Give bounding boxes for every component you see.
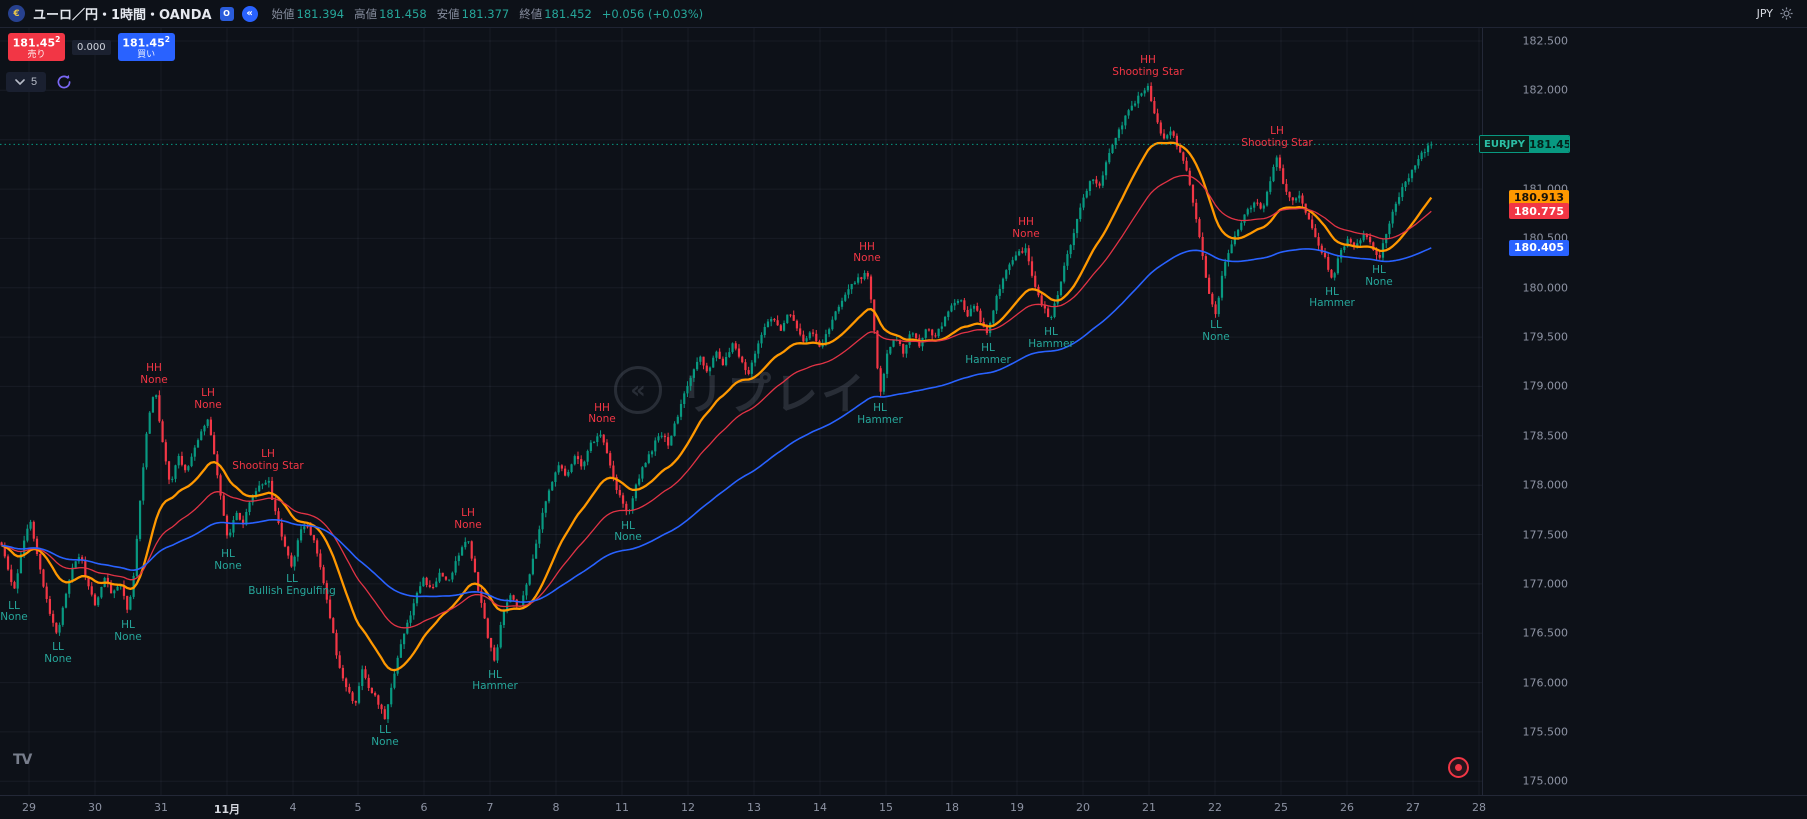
time-axis-label: 11月 xyxy=(213,803,241,816)
price-axis[interactable]: EURJPY 181.452 182.500182.000181.500181.… xyxy=(1479,0,1574,795)
price-tick-label: 178.500 xyxy=(1522,429,1569,443)
time-axis-label: 18 xyxy=(945,801,959,814)
price-tick-label: 182.500 xyxy=(1522,34,1569,48)
sell-price: 181.452 xyxy=(12,35,61,50)
chevron-down-icon xyxy=(15,79,25,85)
oanda-logo: O xyxy=(219,6,234,21)
price-tick-label: 177.000 xyxy=(1522,577,1569,591)
time-axis-label: 8 xyxy=(552,801,560,814)
time-axis-label: 11 xyxy=(615,801,629,814)
legend-collapse-button[interactable]: 5 xyxy=(6,72,47,92)
tradingview-logo[interactable]: TV xyxy=(13,752,32,768)
chart-canvas[interactable] xyxy=(0,0,1482,795)
close-readout: 終値 181.452 xyxy=(519,6,592,21)
time-axis-label: 29 xyxy=(22,801,36,814)
time-axis-label: 26 xyxy=(1340,801,1354,814)
price-tick-label: 182.000 xyxy=(1522,83,1569,97)
currency-toggle[interactable]: JPY xyxy=(1756,7,1773,20)
time-axis-label: 27 xyxy=(1406,801,1420,814)
time-axis-label: 19 xyxy=(1010,801,1024,814)
open-readout: 始値 181.394 xyxy=(271,6,345,21)
buy-label: 買い xyxy=(137,49,156,60)
gear-icon[interactable] xyxy=(1780,7,1793,20)
sell-label: 売り xyxy=(27,49,46,60)
time-axis-label: 30 xyxy=(88,801,102,814)
price-tick-label: 175.500 xyxy=(1522,725,1569,739)
time-axis-label: 5 xyxy=(354,801,362,814)
price-tick-label: 178.000 xyxy=(1522,478,1569,492)
symbol-icon: € xyxy=(8,5,25,22)
time-axis-label: 31 xyxy=(154,801,168,814)
ohlc-readout: 始値 181.394 高値 181.458 安値 181.377 終値 181.452 … xyxy=(272,6,704,22)
trade-panel: 181.452 売り 0.000 181.452 買い xyxy=(8,33,175,61)
ma-fast-price-badge: 180.913 xyxy=(1508,189,1569,206)
time-axis-label: 25 xyxy=(1274,801,1288,814)
low-readout: 安値 181.377 xyxy=(436,6,510,21)
legend-row: 5 xyxy=(6,72,72,92)
price-tick-label: 180.000 xyxy=(1522,281,1569,295)
time-axis-label: 4 xyxy=(289,801,297,814)
price-tick-label: 176.000 xyxy=(1522,676,1569,690)
time-axis-label: 20 xyxy=(1076,801,1090,814)
time-axis-label: 22 xyxy=(1208,801,1222,814)
legend-collapsed-count: 5 xyxy=(31,76,38,88)
time-axis-label: 15 xyxy=(879,801,893,814)
spread-value: 0.000 xyxy=(72,39,111,55)
replay-mode-icon: « xyxy=(241,5,258,22)
price-tick-label: 179.000 xyxy=(1522,379,1569,393)
price-tick-label: 179.500 xyxy=(1522,330,1569,344)
price-tick-label: 175.000 xyxy=(1522,774,1569,788)
change-value: +0.056 (+0.03%) xyxy=(601,6,704,21)
time-axis-label: 12 xyxy=(681,801,695,814)
buy-button[interactable]: 181.452 買い xyxy=(117,33,175,61)
time-axis-label: 21 xyxy=(1142,801,1156,814)
price-tick-label: 177.500 xyxy=(1522,528,1569,541)
current-badge-price: 181.452 xyxy=(1528,136,1569,153)
buy-price: 181.452 xyxy=(122,35,170,50)
time-axis-label: 6 xyxy=(420,801,428,814)
replay-stop-button[interactable] xyxy=(1448,757,1469,778)
loading-spinner-icon xyxy=(56,74,72,90)
time-axis[interactable]: 29 30 31 11月 4 5 6 7 8 11 12 13 14 15 18 19 20 21 22 25 26 27… xyxy=(0,795,1807,819)
ma-slow-price-badge: 180.405 xyxy=(1508,239,1569,256)
price-tick-label: 176.500 xyxy=(1522,626,1569,640)
time-axis-label: 28 xyxy=(1472,801,1486,814)
sell-button[interactable]: 181.452 売り xyxy=(8,33,65,61)
time-axis-label: 14 xyxy=(813,801,827,814)
current-price-badge: EURJPY 181.452 xyxy=(1479,135,1570,154)
current-badge-symbol: EURJPY xyxy=(1480,136,1529,153)
symbol-title[interactable]: ユーロ／円・1時間・OANDA xyxy=(33,8,212,23)
time-axis-label: 13 xyxy=(747,801,761,814)
time-axis-label: 7 xyxy=(486,801,494,814)
high-readout: 高値 181.458 xyxy=(354,6,427,21)
chart-header: € ユーロ／円・1時間・OANDA O « 始値 181.394 高値 181.45… xyxy=(0,0,1807,28)
ma-mid-price-badge: 180.775 xyxy=(1508,203,1569,220)
